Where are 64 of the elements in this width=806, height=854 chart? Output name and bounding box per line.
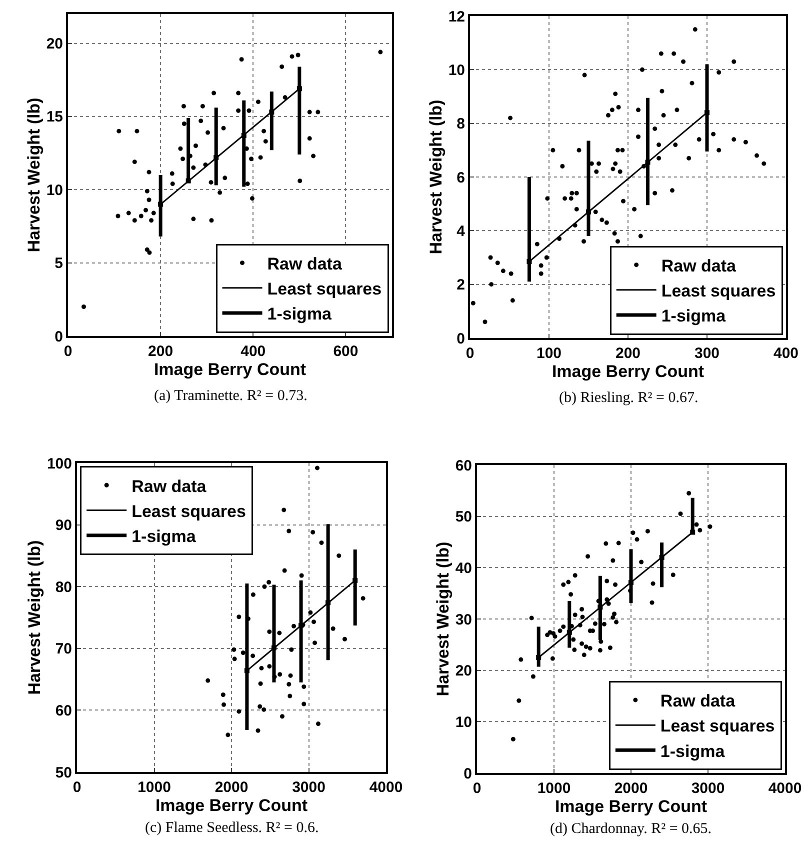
y-axis-title: Harvest Weight (lb) bbox=[433, 542, 452, 696]
x-tick-label: 300 bbox=[694, 345, 720, 362]
legend-label: Least squares bbox=[132, 502, 246, 521]
x-tick-label: 600 bbox=[333, 343, 358, 360]
y-tick-label: 50 bbox=[455, 508, 472, 526]
y-tick-label: 20 bbox=[455, 662, 472, 680]
y-axis-title: Harvest Weight (lb) bbox=[426, 100, 446, 254]
text: (a) Traminette. R² = 0.73. bbox=[154, 388, 308, 404]
y-axis-title: Harvest Weight (lb) bbox=[25, 540, 44, 695]
x-tick-label: 100 bbox=[536, 345, 562, 362]
text: (d) Chardonnay. R² = 0.65. bbox=[550, 821, 712, 837]
legend-label: Least squares bbox=[661, 282, 776, 301]
y-tick-label: 50 bbox=[55, 764, 72, 782]
y-tick-label: 0 bbox=[456, 330, 465, 348]
legend-label: Raw data bbox=[660, 692, 736, 711]
x-tick-label: 400 bbox=[773, 345, 799, 362]
x-tick-label: 1000 bbox=[537, 780, 571, 797]
x-axis-title: Image Berry Count bbox=[155, 796, 308, 815]
y-tick-label: 10 bbox=[455, 714, 472, 731]
y-tick-label: 4 bbox=[456, 222, 466, 240]
y-tick-label: 2 bbox=[456, 276, 465, 294]
y-tick-label: 80 bbox=[55, 578, 72, 596]
x-tick-label: 400 bbox=[240, 343, 266, 360]
x-tick-label: 3000 bbox=[691, 780, 725, 797]
y-tick-label: 10 bbox=[46, 182, 63, 199]
legend-label: 1-sigma bbox=[132, 526, 196, 546]
legend-label: Raw data bbox=[267, 254, 342, 274]
legend-label: 1-sigma bbox=[661, 306, 726, 326]
y-tick-label: 60 bbox=[455, 457, 472, 474]
x-tick-label: 1000 bbox=[138, 779, 171, 796]
x-tick-label: 3000 bbox=[292, 779, 326, 796]
legend-label: 1-sigma bbox=[267, 304, 332, 324]
x-tick-label: 2000 bbox=[214, 779, 248, 796]
y-tick-label: 30 bbox=[455, 611, 472, 628]
x-tick-label: 4000 bbox=[369, 779, 403, 796]
legend-label: 1-sigma bbox=[660, 742, 726, 761]
y-tick-label: 20 bbox=[46, 36, 63, 53]
y-tick-label: 5 bbox=[54, 255, 63, 272]
y-tick-label: 60 bbox=[55, 702, 72, 720]
y-tick-label: 40 bbox=[455, 560, 472, 577]
legend-label: Raw data bbox=[661, 256, 737, 276]
y-axis-title: Harvest Weight (lb) bbox=[24, 98, 44, 252]
y-tick-label: 90 bbox=[55, 517, 72, 534]
x-axis-title: Image Berry Count bbox=[552, 362, 704, 381]
y-tick-label: 100 bbox=[46, 455, 72, 472]
x-tick-label: 200 bbox=[615, 345, 641, 362]
x-tick-label: 4000 bbox=[768, 780, 802, 797]
legend-label: Least squares bbox=[660, 716, 775, 736]
text: (b) Riesling. R² = 0.67. bbox=[559, 390, 698, 406]
y-tick-label: 0 bbox=[54, 328, 63, 346]
y-tick-label: 0 bbox=[464, 765, 472, 782]
x-tick-label: 200 bbox=[148, 343, 174, 360]
x-tick-label: 2000 bbox=[614, 780, 648, 797]
x-axis-title: Image Berry Count bbox=[154, 360, 306, 379]
x-axis-title: Image Berry Count bbox=[554, 797, 708, 816]
y-tick-label: 12 bbox=[448, 8, 465, 26]
legend-label: Raw data bbox=[132, 476, 207, 496]
y-tick-label: 70 bbox=[55, 640, 72, 658]
y-tick-label: 6 bbox=[456, 169, 465, 186]
y-tick-label: 8 bbox=[456, 116, 465, 133]
y-tick-label: 15 bbox=[46, 108, 63, 126]
y-tick-label: 10 bbox=[448, 62, 465, 79]
text: (c) Flame Seedless. R² = 0.6. bbox=[145, 820, 319, 836]
legend-label: Least squares bbox=[267, 280, 382, 299]
